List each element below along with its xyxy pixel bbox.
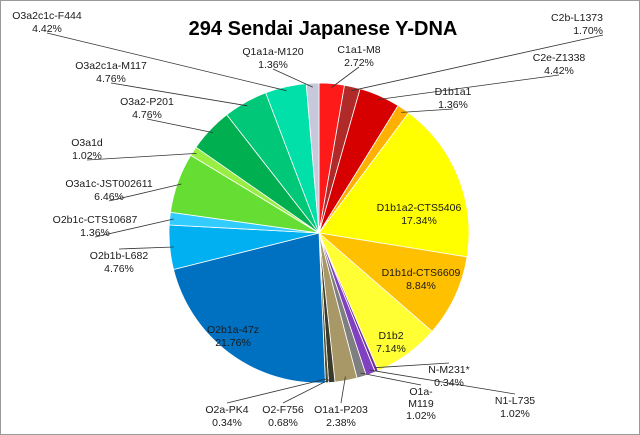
leader-line xyxy=(146,118,214,133)
slice-label-name: C1a1-M8 xyxy=(337,44,380,56)
leader-line xyxy=(94,218,174,238)
leader-line xyxy=(401,108,454,113)
slice-label-value: 4.76% xyxy=(104,263,134,275)
leader-line xyxy=(351,34,604,92)
slice-label: O2b1b-L682 4.76% xyxy=(90,250,149,275)
leader-line xyxy=(282,378,332,404)
slice-label-name: D1b1a1 xyxy=(435,86,472,98)
slice-label: O2-F756 0.68% xyxy=(262,404,304,429)
slice-label-name: O2a-PK4 xyxy=(205,404,248,416)
slice-label: C2b-L1373 1.70% xyxy=(551,12,603,37)
slice-label-value: 4.76% xyxy=(96,73,126,85)
slice-label: C1a1-M8 2.72% xyxy=(337,44,380,69)
slice-label-value: 4.42% xyxy=(32,23,62,35)
slice-label-value: 2.38% xyxy=(326,417,356,429)
slice-label: Q1a1a-M120 1.36% xyxy=(242,46,303,71)
slice-label-name: D1b1a2-CTS5406 xyxy=(377,202,462,214)
leader-line xyxy=(86,153,197,161)
leader-line xyxy=(331,66,360,88)
slice-label-value: 8.84% xyxy=(406,280,436,292)
slice-label-value: 0.68% xyxy=(268,417,298,429)
slice-label-name: N-M231* xyxy=(428,364,469,376)
slice-label: O2a-PK4 0.34% xyxy=(205,404,248,429)
slice-label: O1a1-P203 2.38% xyxy=(314,404,368,429)
slice-label-value: 21.76% xyxy=(215,337,251,349)
leader-line xyxy=(360,372,422,386)
slice-label-value: 1.02% xyxy=(72,150,102,162)
slice-label: O1a-M119 1.02% xyxy=(406,386,436,422)
slice-label: O3a2c1c-F444 4.42% xyxy=(12,10,82,35)
slice-label-name: O3a2-P201 xyxy=(120,96,174,108)
slice-labels: C1a1-M8 2.72%C2b-L1373 1.70%C2e-Z1338 4.42%… xyxy=(12,10,603,429)
leader-line xyxy=(118,246,174,250)
slice-label-value: 1.36% xyxy=(438,99,468,111)
slice-label-name: O1a1-P203 xyxy=(314,404,368,416)
leader-line xyxy=(369,369,516,395)
leader-lines xyxy=(46,32,604,404)
pie-slice-d1b1d-cts6609 xyxy=(317,232,468,333)
slice-label: N-M231* 0.34% xyxy=(428,364,469,389)
slice-label-value: 7.14% xyxy=(376,343,406,355)
slice-label-name: D1b1d-CTS6609 xyxy=(382,267,461,279)
slice-label-name: O3a1c-JST002611 xyxy=(65,178,153,190)
slice-label-name: N1-L735 xyxy=(495,395,535,407)
slice-label-name: O3a2c1a-M117 xyxy=(75,60,147,72)
slice-label-value: 0.34% xyxy=(212,417,242,429)
slice-label-value: 1.02% xyxy=(500,408,530,420)
slice-label-name: D1b2 xyxy=(378,330,403,342)
slice-label-name: C2e-Z1338 xyxy=(533,52,586,64)
slice-label-value: 4.42% xyxy=(544,65,574,77)
leader-line xyxy=(378,74,560,100)
slice-label-name: O2b1c-CTS10687 xyxy=(53,214,138,226)
pie-slice-o2b1a-47z xyxy=(173,232,326,384)
slice-label-name: O3a2c1c-F444 xyxy=(12,10,82,22)
slice-label: O2b1c-CTS10687 1.36% xyxy=(53,214,138,239)
slice-label: D1b1a1 1.36% xyxy=(435,86,472,111)
chart-title: 294 Sendai Japanese Y-DNA xyxy=(189,18,458,40)
slice-label: D1b1d-CTS6609 8.84% xyxy=(382,267,461,292)
slice-label: D1b1a2-CTS5406 17.34% xyxy=(377,202,462,227)
slice-label-value: 1.70% xyxy=(573,25,603,37)
leader-line xyxy=(46,32,287,92)
slice-label-value: 0.34% xyxy=(434,377,464,389)
slice-label-name: O2b1a-47z xyxy=(207,324,259,336)
slice-label-name: O2-F756 xyxy=(262,404,304,416)
slice-label: D1b2 7.14% xyxy=(376,330,406,355)
leader-line xyxy=(340,376,346,404)
slice-label-name: M119 xyxy=(408,398,434,410)
slice-label-value: 1.02% xyxy=(406,410,436,422)
slice-label-value: 4.76% xyxy=(132,109,162,121)
leader-line xyxy=(110,82,248,107)
slice-label: N1-L735 1.02% xyxy=(495,395,535,420)
slice-label-value: 17.34% xyxy=(401,215,437,227)
slice-label-name: O1a- xyxy=(409,386,433,398)
leader-line xyxy=(375,362,450,369)
slice-label: O3a1c-JST002611 6.46% xyxy=(65,178,153,203)
slice-label-name: O2b1b-L682 xyxy=(90,250,149,262)
slice-label: C2e-Z1338 4.42% xyxy=(533,52,586,77)
pie-slice-d1b1a2-cts5406 xyxy=(318,112,470,258)
slice-label-value: 6.46% xyxy=(94,191,124,203)
leader-line xyxy=(226,378,327,404)
slice-label-name: C2b-L1373 xyxy=(551,12,603,24)
slice-label-value: 2.72% xyxy=(344,57,374,69)
slice-label: O3a2-P201 4.76% xyxy=(120,96,174,121)
slice-label-name: O3a1d xyxy=(71,137,103,149)
slice-label-value: 1.36% xyxy=(80,227,110,239)
slice-label: O3a1d 1.02% xyxy=(71,137,103,162)
slice-label: O2b1a-47z 21.76% xyxy=(207,324,259,349)
slice-label-value: 1.36% xyxy=(258,59,288,71)
leader-line xyxy=(108,183,182,202)
leader-line xyxy=(272,68,313,88)
slice-label: O3a2c1a-M117 4.76% xyxy=(75,60,147,85)
pie-slice-q1a1a-m120 xyxy=(305,82,320,234)
pie-slices xyxy=(168,82,470,384)
slice-label-name: Q1a1a-M120 xyxy=(242,46,303,58)
